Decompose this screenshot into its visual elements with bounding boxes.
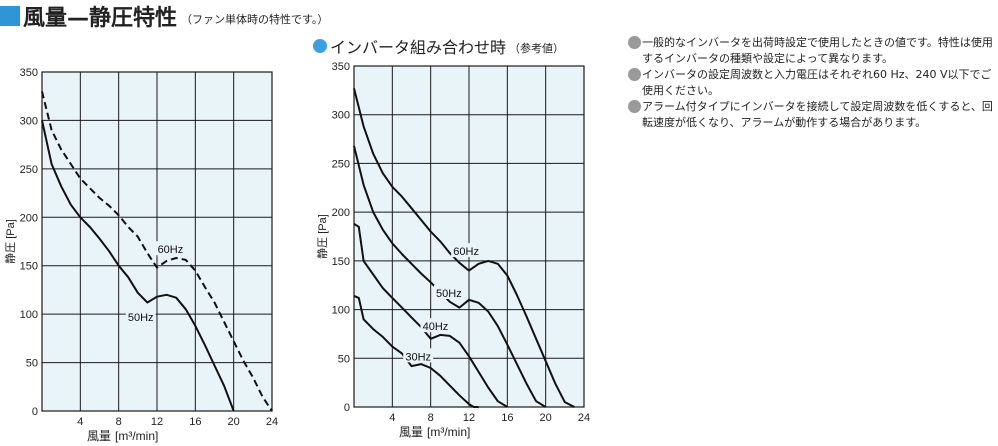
y-tick-label: 250 [20,164,38,176]
series-label-bg [403,348,434,363]
series-label-bg [125,309,156,324]
x-tick-label: 12 [463,412,475,424]
subheading-note: （参考値） [509,41,565,55]
note-text: アラーム付タイプにインバータを接続して設定周波数を低くすると、回転速度が低くなり… [642,100,993,129]
y-tick-label: 300 [20,115,38,127]
subheading-title: インバータ組み合わせ時 [330,38,507,57]
x-axis-label: 風量 [m³/min] [87,429,158,443]
series-line-50hz [41,120,235,412]
y-tick-label: 100 [20,309,38,321]
heading-square-icon [0,6,20,26]
series-label: 60Hz [453,246,479,258]
series-label-bg [420,318,451,333]
x-tick-label: 8 [116,416,122,428]
page-title-note: （ファン単体時の特性です。） [181,13,329,26]
series-label: 40Hz [423,321,449,333]
series-line-30hz [353,294,479,408]
notes-list: 一般的なインバータを出荷時設定で使用したときの値です。特性は使用するインバータの… [628,35,994,131]
y-tick-label: 100 [332,305,350,317]
y-tick-label: 0 [344,402,350,414]
inverter-subheading: インバータ組み合わせ時 （参考値） [313,34,564,58]
y-tick-label: 0 [32,406,38,418]
x-tick-label: 16 [189,416,201,428]
y-axis-label: 静圧 [Pa] [3,219,17,264]
note-item: アラーム付タイプにインバータを接続して設定周波数を低くすると、回転速度が低くなり… [628,99,994,131]
x-tick-label: 8 [428,412,434,424]
y-tick-label: 200 [20,212,38,224]
series-label-bg [433,285,464,300]
chart-group: 0 50 100 150 200 250 300 350 4 8 12 16 20 24 風量 [m³/min… [315,61,590,439]
plot-frame [353,65,585,408]
y-tick-label: 250 [332,158,350,170]
section-heading: 風量—静圧特性 （ファン単体時の特性です。） [0,2,329,31]
subheading-dot-icon [313,39,327,53]
x-tick-label: 16 [501,412,513,424]
x-tick-label: 4 [389,412,395,424]
bullet-icon [628,100,641,113]
x-axis-unit: [m³/min] [427,425,470,439]
note-item: 一般的なインバータを出荷時設定で使用したときの値です。特性は使用するインバータの… [628,35,994,67]
y-tick-label: 150 [332,256,350,268]
x-tick-label: 24 [578,412,590,424]
chart-group: 0 50 100 150 200 250 300 350 4 8 12 16 20 24 風量 [m³/min… [3,67,278,443]
x-axis-title: 風量 [87,429,111,443]
y-tick-label: 200 [332,207,350,219]
series-label: 50Hz [128,312,154,324]
y-tick-label: 50 [338,353,350,365]
x-axis-title: 風量 [399,425,423,439]
series-line-60hz [353,88,575,408]
series-line-60hz [41,91,273,412]
y-tick-label: 300 [332,110,350,122]
bullet-icon [628,68,641,81]
note-item: インバータの設定周波数と入力電圧はそれぞれ60 Hz、240 V以下でご使用くだ… [628,67,994,99]
x-tick-label: 4 [77,416,83,428]
y-tick-label: 50 [26,358,38,370]
plot-frame [41,71,273,412]
series-label: 50Hz [436,288,462,300]
y-axis-label: 静圧 [Pa] [315,214,329,259]
x-tick-label: 20 [540,412,552,424]
note-text: インバータの設定周波数と入力電圧はそれぞれ60 Hz、240 V以下でご使用くだ… [642,68,992,97]
x-axis-label: 風量 [m³/min] [399,425,470,439]
series-label: 30Hz [405,351,431,363]
x-tick-label: 24 [266,416,278,428]
x-tick-label: 12 [151,416,163,428]
y-tick-label: 350 [332,61,350,73]
fan-only-pq-chart: 0 50 100 150 200 250 300 350 4 8 12 16 20 24 風量 [m³/min… [3,67,278,443]
series-line-50hz [353,145,547,408]
x-tick-label: 20 [228,416,240,428]
note-text: 一般的なインバータを出荷時設定で使用したときの値です。特性は使用するインバータの… [642,36,993,65]
inverter-pq-chart: 0 50 100 150 200 250 300 350 4 8 12 16 20 24 風量 [m³/min… [315,61,590,439]
page-title: 風量—静圧特性 [23,6,178,31]
series-label-bg [155,241,186,256]
series-line-40hz [353,222,508,408]
x-axis-unit: [m³/min] [115,429,158,443]
y-tick-label: 150 [20,261,38,273]
y-tick-label: 350 [20,67,38,79]
bullet-icon [628,36,641,49]
series-label-bg [451,243,482,258]
series-label: 60Hz [158,244,184,256]
